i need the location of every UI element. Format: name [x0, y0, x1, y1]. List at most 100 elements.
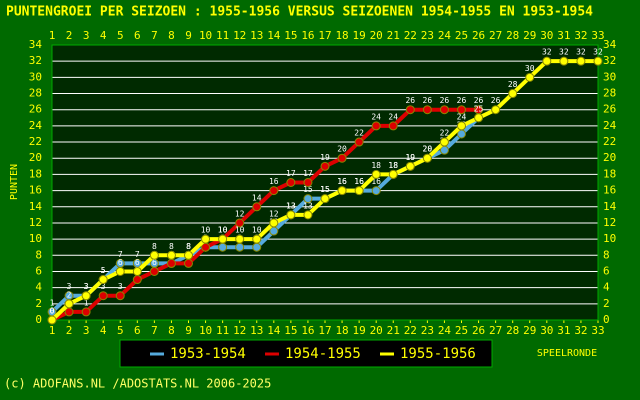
- y-tick-label: 14: [29, 200, 43, 213]
- point: [252, 202, 262, 212]
- legend-label: 1955-1956: [400, 346, 476, 362]
- x2-tick-label: 9: [185, 29, 192, 42]
- point: [64, 299, 74, 309]
- point: [132, 266, 142, 276]
- point: [269, 218, 279, 228]
- value-label: 24: [457, 112, 467, 121]
- point: [439, 105, 449, 115]
- y-tick-label: 20: [29, 151, 42, 164]
- value-label: 16: [269, 177, 279, 186]
- value-label: 3: [118, 282, 123, 291]
- x-tick-label: 14: [267, 324, 281, 337]
- value-label: 15: [320, 185, 330, 194]
- y2-tick-label: 4: [603, 281, 610, 294]
- x-tick-label: 24: [438, 324, 452, 337]
- point: [218, 234, 228, 244]
- x2-tick-label: 21: [387, 29, 400, 42]
- point: [149, 250, 159, 260]
- y2-tick-label: 34: [603, 38, 617, 51]
- x2-tick-label: 20: [370, 29, 383, 42]
- point: [457, 105, 466, 115]
- point: [235, 242, 245, 252]
- y-tick-label: 24: [29, 119, 43, 132]
- x-tick-label: 30: [540, 324, 553, 337]
- y-tick-label: 28: [29, 87, 42, 100]
- value-label: 5: [101, 266, 106, 275]
- y2-tick-label: 30: [603, 70, 616, 83]
- value-label: 15: [320, 185, 330, 194]
- point: [525, 72, 535, 82]
- x2-tick-label: 13: [250, 29, 263, 42]
- y2-tick-label: 28: [603, 87, 616, 100]
- value-label: 26: [457, 96, 467, 105]
- value-label: 6: [152, 258, 157, 267]
- value-label: 32: [576, 48, 586, 57]
- value-label: 13: [286, 201, 296, 210]
- point: [235, 218, 245, 228]
- point: [115, 266, 125, 276]
- value-label: 32: [559, 48, 569, 57]
- x2-tick-label: 26: [472, 29, 485, 42]
- x-tick-label: 23: [421, 324, 434, 337]
- point: [337, 186, 347, 196]
- y2-tick-label: 16: [603, 184, 616, 197]
- value-label: 20: [337, 145, 347, 154]
- value-label: 26: [405, 96, 415, 105]
- value-label: 8: [169, 242, 174, 251]
- x-tick-label: 25: [455, 324, 468, 337]
- x-tick-label: 3: [83, 324, 90, 337]
- point: [184, 258, 193, 268]
- point: [252, 242, 262, 252]
- point: [320, 161, 330, 171]
- value-label: 16: [354, 177, 364, 186]
- value-label: 7: [118, 250, 123, 259]
- point: [371, 121, 381, 131]
- value-label: 10: [218, 226, 228, 235]
- x-tick-label: 7: [151, 324, 158, 337]
- y2-tick-label: 2: [603, 297, 610, 310]
- x2-tick-label: 18: [335, 29, 348, 42]
- y-tick-label: 32: [29, 54, 42, 67]
- value-label: 19: [320, 153, 330, 162]
- y-tick-label: 6: [35, 264, 42, 277]
- x-tick-label: 22: [404, 324, 417, 337]
- x2-tick-label: 5: [117, 29, 124, 42]
- point: [559, 56, 569, 66]
- x2-tick-label: 3: [83, 29, 90, 42]
- value-label: 10: [201, 226, 211, 235]
- point: [286, 178, 296, 187]
- x-tick-label: 32: [574, 324, 587, 337]
- y2-tick-label: 8: [603, 248, 610, 261]
- x2-tick-label: 27: [489, 29, 502, 42]
- point: [405, 105, 415, 115]
- point: [303, 194, 313, 204]
- y-tick-label: 2: [35, 297, 42, 310]
- value-label: 26: [491, 96, 501, 105]
- y-tick-label: 34: [29, 38, 43, 51]
- point: [269, 186, 279, 196]
- point: [320, 194, 330, 204]
- x2-tick-label: 25: [455, 29, 468, 42]
- point: [388, 121, 398, 131]
- value-label: 22: [440, 129, 450, 138]
- x-tick-label: 17: [318, 324, 331, 337]
- x2-tick-label: 14: [267, 29, 281, 42]
- y-tick-label: 30: [29, 70, 42, 83]
- footer: (c) ADOFANS.NL /ADOSTATS.NL 2006-2025: [4, 377, 271, 391]
- value-label: 18: [388, 161, 398, 170]
- point: [405, 161, 415, 171]
- value-label: 0: [50, 307, 55, 316]
- point: [252, 234, 262, 244]
- value-label: 16: [354, 177, 364, 186]
- value-label: 32: [542, 48, 552, 57]
- point: [149, 266, 159, 276]
- x2-tick-label: 28: [506, 29, 519, 42]
- x2-tick-label: 33: [591, 29, 604, 42]
- x-tick-label: 12: [233, 324, 246, 337]
- point: [491, 105, 501, 115]
- x2-tick-label: 12: [233, 29, 246, 42]
- value-label: 17: [303, 169, 313, 178]
- point: [303, 210, 313, 220]
- value-label: 8: [186, 242, 191, 251]
